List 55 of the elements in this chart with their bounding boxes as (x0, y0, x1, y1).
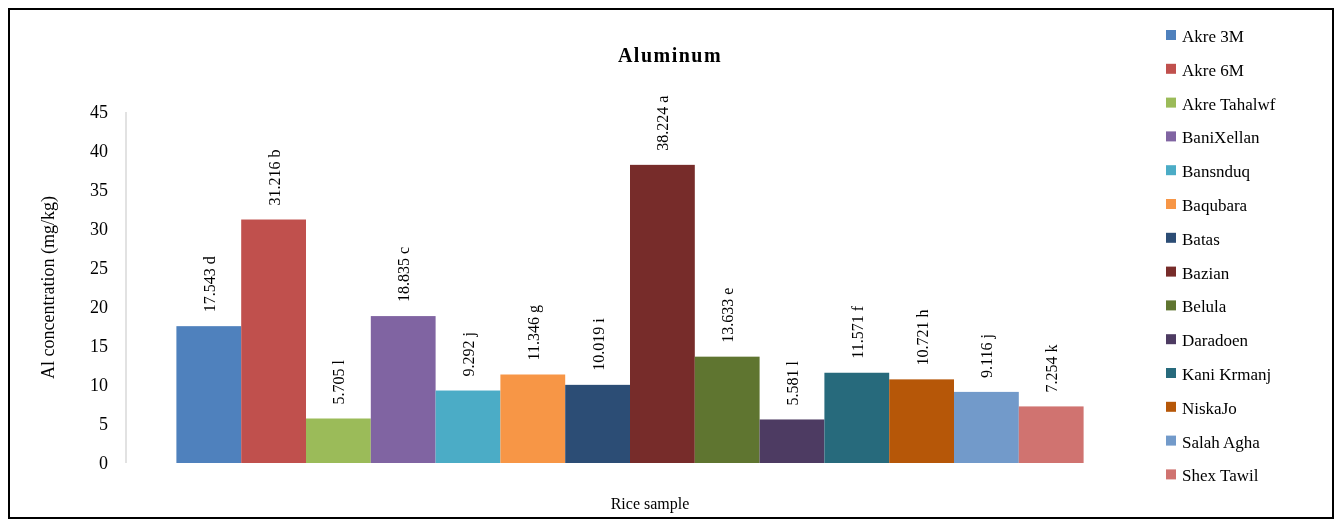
legend-label: Salah Agha (1182, 432, 1261, 452)
chart-title: Aluminum (617, 44, 723, 66)
x-axis-title: Rice sample (610, 495, 690, 513)
legend-label: Belula (1182, 297, 1227, 317)
y-tick-label: 30 (90, 219, 108, 240)
data-label: 10.721 h (913, 309, 931, 366)
data-label: 9.116 j (978, 334, 997, 378)
legend-label: BaniXellan (1182, 128, 1260, 148)
data-label: 13.633 e (719, 287, 737, 343)
y-tick-label: 5 (99, 414, 108, 435)
y-tick-label: 45 (90, 102, 108, 123)
data-label: 31.216 b (265, 149, 283, 206)
bar (370, 316, 436, 463)
bar (630, 164, 695, 463)
bar (824, 372, 890, 463)
y-tick-label: 0 (99, 453, 108, 474)
data-label: 38.224 a (654, 95, 672, 151)
legend-label: Baqubara (1182, 195, 1248, 215)
legend-label: NiskaJo (1182, 398, 1237, 418)
bar (306, 418, 371, 463)
y-axis-title: Al concentration (mg/kg) (38, 196, 59, 379)
y-tick-label: 40 (90, 141, 108, 162)
bar (759, 419, 825, 463)
legend-label: Kani Krmanj (1182, 364, 1272, 384)
legend-label: Akre Tahalwf (1182, 94, 1276, 114)
bar (1018, 406, 1084, 463)
data-label: 17.543 d (200, 256, 218, 313)
bar (889, 379, 954, 463)
data-label: 9.292 j (460, 332, 478, 377)
legend-label: Shex Tawil (1182, 466, 1259, 486)
legend-label: Daradoen (1182, 331, 1249, 351)
legend-label: Akre 3M (1182, 26, 1244, 46)
data-label: 11.571 f (848, 305, 866, 359)
data-label: 5.705 l (330, 359, 348, 405)
bar (176, 326, 242, 463)
bar (694, 356, 760, 463)
y-tick-label: 25 (90, 258, 108, 279)
data-label: 11.346 g (524, 305, 543, 361)
legend-label: Bazian (1182, 263, 1230, 283)
bar (500, 374, 566, 463)
legend-label: Akre 6M (1182, 60, 1244, 80)
y-tick-label: 15 (90, 336, 108, 357)
data-label: 7.254 k (1043, 344, 1061, 393)
legend-label: Bansnduq (1182, 162, 1251, 182)
bar (565, 384, 630, 463)
y-tick-label: 10 (90, 375, 108, 396)
bar (241, 219, 306, 463)
bar (435, 390, 501, 463)
data-label: 10.019 i (589, 317, 607, 371)
y-tick-label: 35 (90, 180, 108, 201)
y-tick-label: 20 (90, 297, 108, 318)
bar (954, 391, 1019, 463)
data-label: 18.835 c (395, 246, 413, 303)
legend-label: Batas (1182, 229, 1220, 249)
data-label: 5.581 l (784, 360, 801, 406)
